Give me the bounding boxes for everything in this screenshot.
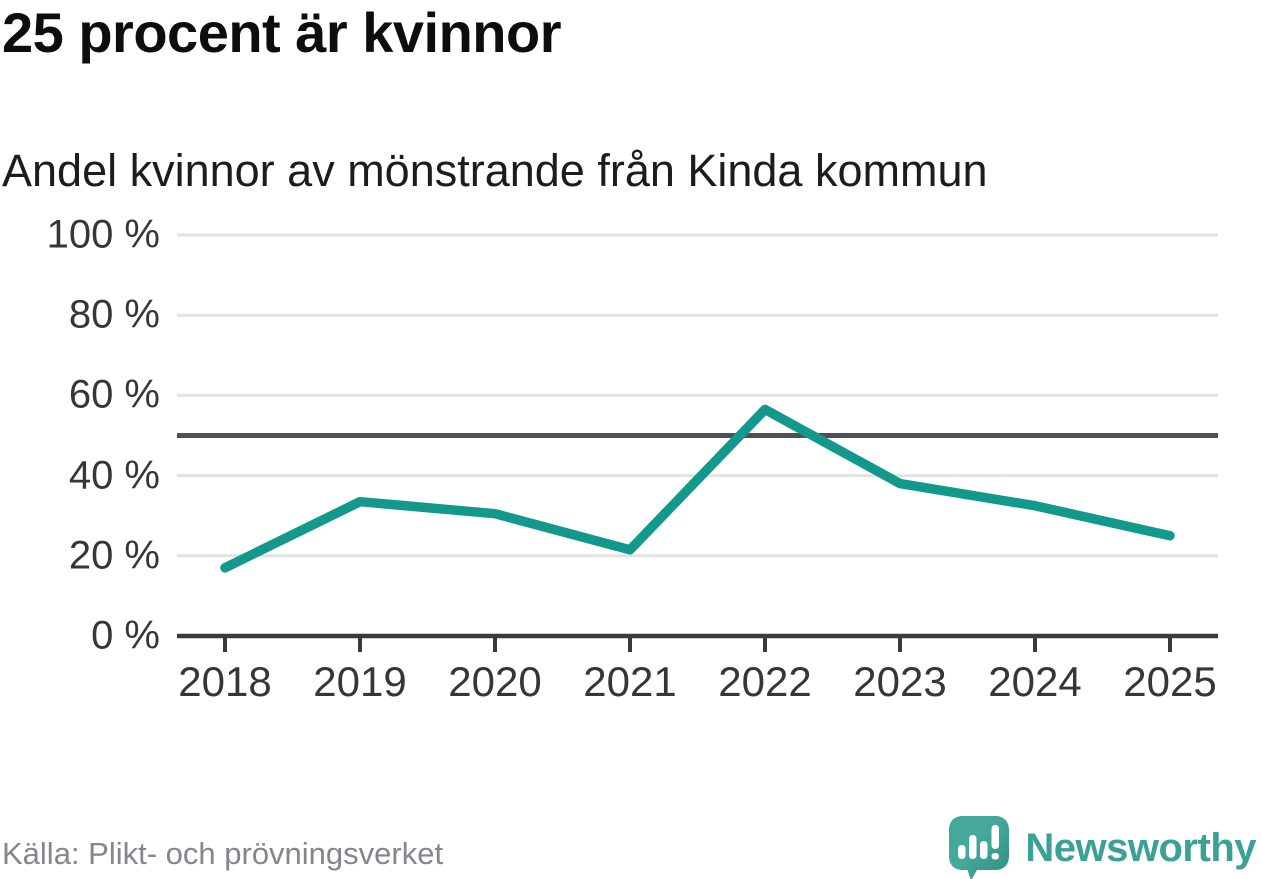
speech-bubble-shape [949, 816, 1010, 879]
x-tick-label-2025: 2025 [1123, 658, 1217, 705]
x-tick-label-2022: 2022 [718, 658, 812, 705]
source-caption: Källa: Plikt- och prövningsverket [2, 836, 444, 871]
chart-title: 25 procent är kvinnor [2, 1, 562, 64]
x-tick-label-2023: 2023 [853, 658, 947, 705]
y-tick-label-20: 20 % [68, 533, 160, 578]
bar-chart-exclamation-glyph [958, 825, 1000, 860]
chart-subtitle: Andel kvinnor av mönstrande från Kinda k… [2, 145, 988, 196]
y-tick-label-40: 40 % [68, 453, 160, 498]
newsworthy-speech-bubble-bar-chart-icon [949, 816, 1010, 879]
newsworthy-logo: Newsworthy [947, 814, 1256, 879]
x-tick-label-2021: 2021 [583, 658, 677, 705]
data-line-andel-kvinnor [220, 404, 1175, 573]
x-tick-label-2019: 2019 [313, 658, 407, 705]
y-tick-label-0: 0 % [91, 613, 160, 658]
x-tick-label-2018: 2018 [178, 658, 272, 705]
x-tick-label-2024: 2024 [988, 658, 1082, 705]
newsworthy-logo-text: Newsworthy [1025, 825, 1256, 870]
y-tick-label-60: 60 % [68, 372, 160, 417]
x-tick-label-2020: 2020 [448, 658, 542, 705]
y-tick-label-100: 100 % [46, 212, 160, 257]
y-tick-label-80: 80 % [68, 292, 160, 337]
